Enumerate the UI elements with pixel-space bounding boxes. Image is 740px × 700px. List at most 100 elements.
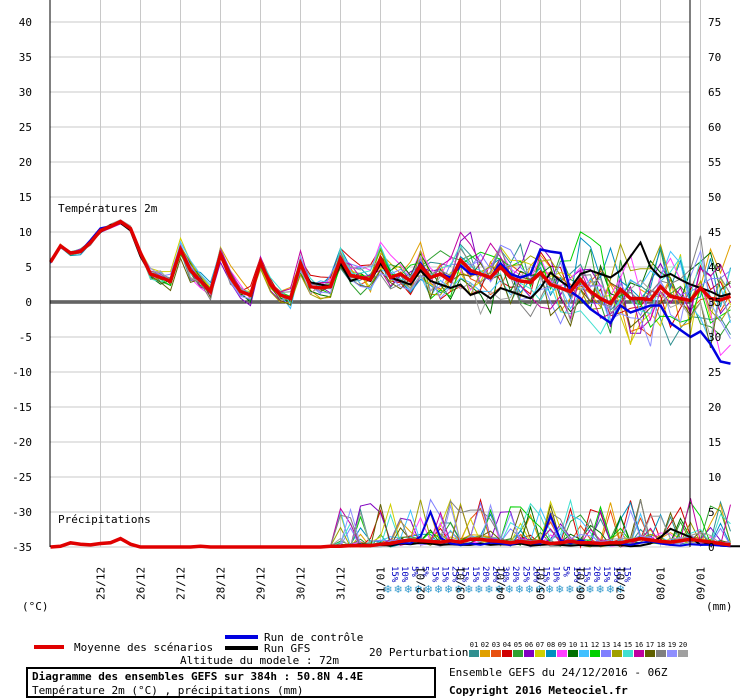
perturbation-id-label: 05 — [514, 641, 522, 649]
perturbation-color-swatch — [491, 650, 501, 657]
perturbation-id-label: 03 — [492, 641, 500, 649]
perturbation-id-label: 08 — [547, 641, 555, 649]
snow-probability-label: 15% — [440, 566, 450, 583]
snowflake-icon: ❄ — [404, 583, 413, 596]
snowflake-icon: ❄ — [474, 583, 483, 596]
perturbation-id-label: 09 — [558, 641, 566, 649]
x-tick-label: 26/12 — [135, 567, 148, 600]
perturbation-color-swatch — [667, 650, 677, 657]
main-lines — [49, 219, 740, 549]
perturbation-legend: 01 02 03 04 05 06 07 08 09 10 11 12 13 14 15 16 17 18 19 20 — [469, 641, 688, 657]
snowflake-icon: ❄ — [494, 583, 503, 596]
snow-probability-label: 5% — [419, 566, 429, 577]
snowflake-icon: ❄ — [545, 583, 554, 596]
y-right-tick-label: 10 — [708, 471, 721, 484]
snowflake-icon: ❄ — [565, 583, 574, 596]
x-tick-label: 01/01 — [375, 567, 388, 600]
mean-precip-line — [50, 536, 731, 549]
y-left-tick-label: -30 — [12, 506, 32, 519]
x-tick-label: 31/12 — [335, 567, 348, 600]
y-right-tick-label: 40 — [708, 261, 721, 274]
snow-probability-label: 10% — [551, 566, 561, 583]
perturbation-color-swatch — [535, 650, 545, 657]
x-tick-label: 03/01 — [455, 567, 468, 600]
y-left-tick-label: 15 — [19, 191, 32, 204]
perturbation-id-label: 16 — [635, 641, 643, 649]
perturbation-color-swatch — [678, 650, 688, 657]
snow-probability-label: 15% — [429, 566, 439, 583]
footer-subtitle: Température 2m (°C) , précipitations (mm… — [32, 684, 304, 697]
snow-probability-label: 15% — [581, 566, 591, 583]
perturbation-color-swatch — [513, 650, 523, 657]
snowflake-icon: ❄ — [616, 583, 625, 596]
y-left-tick-label: -35 — [12, 541, 32, 554]
y-left-tick-label: -15 — [12, 401, 32, 414]
perturbation-lines — [50, 219, 731, 549]
perturbation-id-label: 12 — [591, 641, 599, 649]
x-tick-label: 09/01 — [695, 567, 708, 600]
x-tick-label: 29/12 — [255, 567, 268, 600]
y-right-tick-label: 15 — [708, 436, 721, 449]
x-tick-label: 05/01 — [535, 567, 548, 600]
perturbation-color-swatch — [480, 650, 490, 657]
snow-probability-label: 15% — [601, 566, 611, 583]
perturbation-id-label: 15 — [624, 641, 632, 649]
snowflake-icon: ❄ — [606, 583, 615, 596]
x-tick-label: 07/01 — [615, 567, 628, 600]
snowflake-icon: ❄ — [515, 583, 524, 596]
y-right-tick-label: 30 — [708, 331, 721, 344]
legend-gfs-label: Run GFS — [264, 642, 310, 655]
snowflake-icon: ❄ — [535, 583, 544, 596]
y-right-tick-label: 75 — [708, 16, 721, 29]
snowflake-icon: ❄ — [414, 583, 423, 596]
y-right-tick-label: 0 — [708, 541, 715, 554]
y-left-tick-label: 30 — [19, 86, 32, 99]
footer-copyright: Copyright 2016 Meteociel.fr — [449, 684, 628, 697]
snowflake-icon: ❄ — [454, 583, 463, 596]
snow-probability-label: 5% — [409, 566, 419, 577]
y-right-tick-label: 25 — [708, 366, 721, 379]
snow-probability-label: 25% — [450, 566, 460, 583]
y-left-tick-label: -10 — [12, 366, 32, 379]
snowflake-icon: ❄ — [383, 583, 392, 596]
y-left-tick-label: -25 — [12, 471, 32, 484]
perturbation-id-label: 20 — [679, 641, 687, 649]
perturbation-color-swatch — [568, 650, 578, 657]
y-left-tick-label: 25 — [19, 121, 32, 134]
temperature-label: Températures 2m — [58, 202, 158, 215]
perturbation-id-label: 04 — [503, 641, 511, 649]
perturbation-color-swatch — [502, 650, 512, 657]
perturbation-color-swatch — [623, 650, 633, 657]
perturbations-label: 20 Perturbations — [369, 646, 475, 659]
x-tick-label: 25/12 — [95, 567, 108, 600]
perturbation-id-label: 01 — [470, 641, 478, 649]
y-right-tick-label: 65 — [708, 86, 721, 99]
perturbation-id-label: 11 — [580, 641, 588, 649]
perturbation-color-swatch — [524, 650, 534, 657]
snowflake-icon: ❄ — [575, 583, 584, 596]
y-left-tick-label: -5 — [19, 331, 32, 344]
snow-probability-label: 15% — [470, 566, 480, 583]
y-right-tick-label: 60 — [708, 121, 721, 134]
snow-probability-label: 15% — [621, 566, 631, 583]
snow-probability-label: 20% — [490, 566, 500, 583]
snowflake-icon: ❄ — [393, 583, 402, 596]
left-axis-unit: (°C) — [22, 600, 49, 613]
perturbation-color-swatch — [656, 650, 666, 657]
x-tick-label: 28/12 — [215, 567, 228, 600]
snow-probability-label: 20% — [510, 566, 520, 583]
y-right-tick-label: 50 — [708, 191, 721, 204]
snowflake-icon: ❄ — [424, 583, 433, 596]
x-tick-label: 30/12 — [295, 567, 308, 600]
perturbation-temp-line — [50, 221, 731, 349]
grid — [50, 0, 701, 548]
x-tick-label: 27/12 — [175, 567, 188, 600]
perturbation-id-label: 07 — [536, 641, 544, 649]
legend-mean-label: Moyenne des scénarios — [74, 641, 213, 654]
snow-probability-label: 10% — [399, 566, 409, 583]
snowflake-icon: ❄ — [444, 583, 453, 596]
y-left-tick-label: 0 — [25, 296, 32, 309]
precipitation-label: Précipitations — [58, 513, 151, 526]
y-right-tick-label: 45 — [708, 226, 721, 239]
